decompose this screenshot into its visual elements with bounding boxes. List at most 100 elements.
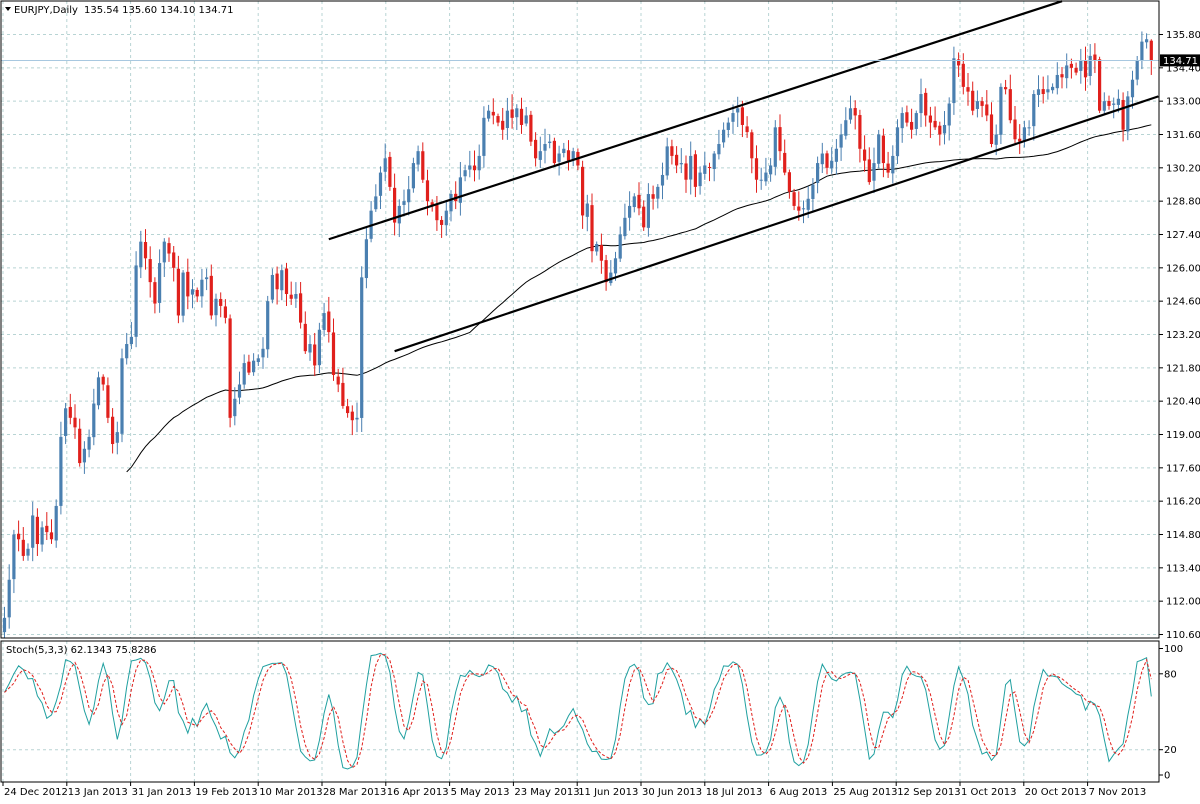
- candle: [284, 262, 289, 306]
- candle: [143, 229, 148, 270]
- candle-body: [830, 160, 834, 169]
- candle-body: [957, 59, 961, 66]
- candle: [17, 520, 21, 552]
- candle: [1140, 31, 1144, 70]
- candle-body: [740, 107, 744, 125]
- candle-body: [341, 382, 345, 406]
- candle-body: [501, 120, 505, 130]
- candle: [1004, 79, 1008, 95]
- candle: [472, 150, 477, 182]
- candle: [12, 529, 16, 594]
- candle-body: [519, 108, 524, 125]
- candle: [378, 166, 383, 209]
- candle: [200, 268, 204, 308]
- candle: [938, 121, 942, 146]
- candle: [566, 140, 571, 171]
- candle-body: [942, 124, 947, 134]
- candle-body: [900, 113, 904, 129]
- candle: [45, 512, 49, 540]
- candle: [590, 193, 594, 263]
- candle: [552, 137, 556, 166]
- candle-body: [205, 277, 209, 280]
- candle: [101, 374, 105, 391]
- candle-body: [679, 163, 683, 165]
- candle: [637, 182, 641, 216]
- candle: [613, 251, 618, 281]
- candle: [214, 293, 218, 327]
- candle: [96, 371, 101, 410]
- candle: [1013, 106, 1017, 144]
- candle-body: [303, 323, 307, 352]
- candle: [877, 129, 881, 169]
- main-grid: [1, 1, 1159, 638]
- candle: [707, 162, 712, 182]
- candle: [266, 295, 270, 358]
- candle-body: [660, 174, 665, 186]
- candle-body: [703, 165, 707, 174]
- candle-body: [872, 163, 876, 181]
- candle: [1145, 33, 1149, 49]
- candle: [176, 255, 180, 324]
- candle: [769, 158, 773, 182]
- stoch-signal-line: [4, 654, 1152, 769]
- candle: [280, 264, 284, 301]
- candle-body: [543, 144, 547, 151]
- candle-body: [223, 306, 227, 318]
- candle: [444, 199, 448, 236]
- candle-body: [1130, 79, 1135, 98]
- candle: [31, 501, 35, 562]
- y-tick-label: 127.40: [1166, 230, 1200, 241]
- candle-body: [562, 148, 566, 153]
- candle-body: [92, 403, 96, 438]
- candle: [115, 421, 119, 455]
- candle-body: [858, 115, 862, 149]
- candle: [21, 527, 25, 561]
- candle-body: [881, 135, 885, 164]
- y-tick-label: 113.40: [1166, 563, 1200, 574]
- x-tick-label: 30 Jun 2013: [642, 787, 702, 798]
- candle-body: [999, 86, 1003, 135]
- candle: [7, 564, 11, 629]
- candle: [726, 117, 730, 138]
- candle-body: [1088, 55, 1092, 77]
- candle-body: [1140, 41, 1144, 61]
- candle-body: [49, 532, 54, 540]
- candle-body: [1065, 65, 1069, 79]
- candle-body: [82, 448, 86, 463]
- candle: [40, 521, 44, 552]
- candle: [73, 404, 77, 439]
- candle: [684, 155, 688, 193]
- candle: [820, 142, 824, 174]
- candle-body: [388, 156, 392, 187]
- candle-body: [783, 152, 787, 173]
- candle-body: [364, 239, 368, 279]
- candle-body: [1041, 89, 1045, 95]
- candle-body: [595, 244, 599, 252]
- candle-body: [195, 289, 199, 297]
- candle-body: [477, 155, 481, 171]
- candle-body: [87, 436, 91, 450]
- candle-body: [336, 376, 340, 385]
- candle: [167, 237, 171, 262]
- candle-body: [773, 127, 777, 167]
- y-tick-label: 114.80: [1166, 530, 1200, 541]
- candle-body: [613, 258, 618, 274]
- candle-body: [355, 417, 359, 420]
- candle-body: [665, 146, 669, 176]
- candle-body: [534, 139, 538, 159]
- candle-body: [656, 186, 660, 199]
- candle: [233, 387, 237, 426]
- candle-body: [148, 259, 152, 283]
- candle: [2, 606, 7, 639]
- candle: [881, 128, 885, 178]
- candle: [839, 123, 843, 161]
- candle-body: [26, 548, 30, 556]
- candle-body: [280, 270, 284, 291]
- candle-body: [2, 617, 7, 633]
- candle: [49, 519, 54, 544]
- x-tick-label: 20 Oct 2013: [1025, 787, 1087, 798]
- candle: [665, 137, 669, 180]
- y-tick-label: 116.20: [1166, 497, 1200, 508]
- candle: [736, 96, 740, 127]
